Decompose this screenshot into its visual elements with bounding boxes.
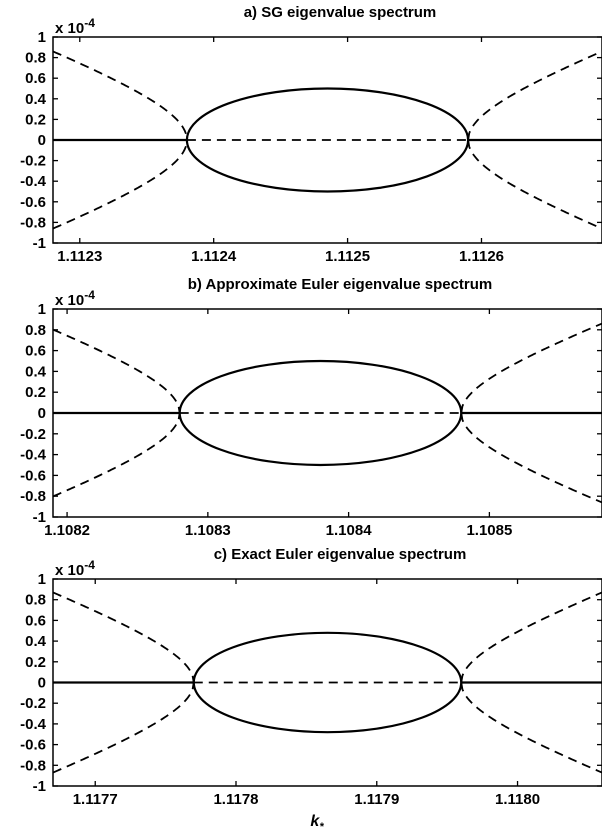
x-tick-label: 1.1082 (44, 522, 90, 539)
y-tick-label: -1 (33, 235, 46, 252)
y-tick-label: -0.6 (20, 467, 46, 484)
x-tick-label: 1.1085 (466, 522, 512, 539)
y-tick-label: 0.2 (25, 654, 46, 671)
y-tick-label: 0 (38, 132, 46, 149)
x-tick-label: 1.1124 (191, 248, 237, 265)
y-multiplier-base: x 10 (55, 20, 84, 37)
dashed-branch-left-lower (53, 412, 181, 498)
y-tick-label: -0.4 (20, 173, 47, 190)
y-tick-label: 0.6 (25, 70, 46, 87)
dashed-branch-right-lower (467, 139, 602, 230)
x-tick-label: 1.1177 (73, 791, 118, 808)
x-axis-label-subscript: * (319, 821, 324, 833)
y-tick-label: -0.2 (20, 426, 46, 443)
y-tick-label: 0 (38, 675, 46, 692)
dashed-branch-left-lower (53, 682, 195, 774)
plot-area (53, 591, 602, 774)
y-multiplier: x 10-4 (55, 16, 95, 37)
dashed-branch-left-upper (53, 328, 181, 414)
plot-area (53, 322, 602, 504)
dashed-branch-left-upper (53, 50, 188, 141)
y-tick-label: 0.8 (25, 322, 46, 339)
y-multiplier-exponent: -4 (84, 288, 95, 302)
x-tick-label: 1.1126 (459, 248, 504, 265)
y-tick-label: -0.6 (20, 737, 46, 754)
y-multiplier-base: x 10 (55, 292, 84, 309)
y-tick-label: 1 (38, 571, 46, 588)
plot-area (53, 50, 602, 230)
y-tick-label: -0.2 (20, 153, 46, 170)
y-tick-label: -1 (33, 778, 46, 795)
y-tick-label: 0.6 (25, 612, 46, 629)
y-tick-label: 1 (38, 301, 46, 318)
y-multiplier-exponent: -4 (84, 558, 95, 572)
x-tick-label: 1.1179 (354, 791, 399, 808)
dashed-branch-left-lower (53, 139, 188, 230)
x-tick-label: 1.1083 (185, 522, 231, 539)
y-multiplier-exponent: -4 (84, 16, 95, 30)
y-tick-label: -0.4 (20, 447, 47, 464)
y-tick-label: 0.4 (25, 633, 47, 650)
panel-2: b) Approximate Euler eigenvalue spectrum… (20, 276, 602, 539)
y-tick-label: 0 (38, 405, 46, 422)
panel-title: c) Exact Euler eigenvalue spectrum (214, 546, 467, 563)
y-tick-label: 0.6 (25, 343, 46, 360)
panel-title: b) Approximate Euler eigenvalue spectrum (188, 276, 493, 293)
dashed-branch-left-upper (53, 591, 195, 683)
x-tick-label: 1.1180 (495, 791, 540, 808)
y-tick-label: 0.8 (25, 592, 46, 609)
dashed-branch-right-upper (460, 322, 602, 414)
y-tick-label: -0.2 (20, 695, 46, 712)
x-tick-label: 1.1084 (326, 522, 373, 539)
y-tick-label: -0.4 (20, 716, 47, 733)
y-tick-label: 1 (38, 29, 46, 46)
x-tick-label: 1.1123 (57, 248, 102, 265)
panel-title: a) SG eigenvalue spectrum (244, 4, 437, 21)
x-tick-label: 1.1178 (213, 791, 258, 808)
panel-1: a) SG eigenvalue spectrum x 10-4 1 0.8 0.6 0.… (20, 4, 602, 265)
x-tick-label: 1.1125 (325, 248, 370, 265)
y-tick-label: -0.8 (20, 757, 46, 774)
y-tick-label: 0.8 (25, 50, 46, 67)
y-tick-label: -0.6 (20, 194, 46, 211)
y-multiplier: x 10-4 (55, 288, 95, 309)
dashed-branch-right-lower (460, 682, 602, 774)
dashed-branch-right-upper (460, 591, 602, 683)
y-tick-label: 0.4 (25, 91, 47, 108)
y-tick-label: 0.4 (25, 363, 47, 380)
y-multiplier: x 10-4 (55, 558, 95, 579)
y-multiplier-base: x 10 (55, 562, 84, 579)
x-axis-label-main: k (310, 813, 320, 830)
y-tick-label: 0.2 (25, 111, 46, 128)
panel-3: c) Exact Euler eigenvalue spectrum x 10-4… (20, 546, 602, 808)
y-tick-label: -0.8 (20, 214, 46, 231)
y-tick-label: 0.2 (25, 384, 46, 401)
x-axis-label: k* (310, 813, 324, 833)
y-tick-label: -0.8 (20, 488, 46, 505)
dashed-branch-right-upper (467, 50, 602, 141)
y-tick-label: -1 (33, 509, 46, 526)
dashed-branch-right-lower (460, 412, 602, 504)
